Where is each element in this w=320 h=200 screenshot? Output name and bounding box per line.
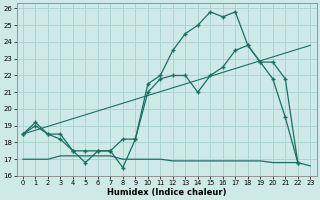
X-axis label: Humidex (Indice chaleur): Humidex (Indice chaleur) (107, 188, 226, 197)
